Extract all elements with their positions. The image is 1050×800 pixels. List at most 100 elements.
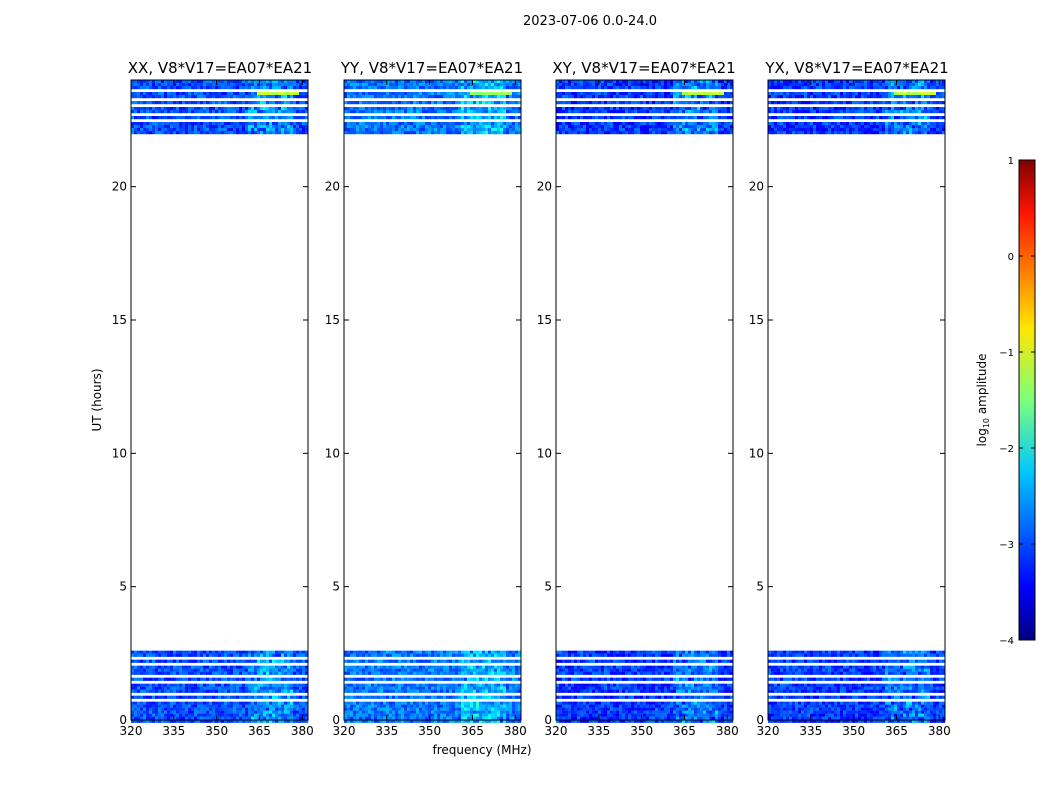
heatmap-cell	[245, 668, 249, 672]
heatmap-cell	[197, 122, 201, 126]
heatmap-cell	[616, 686, 620, 690]
heatmap-cell	[619, 710, 623, 714]
heatmap-cell	[359, 107, 363, 111]
heatmap-cell	[209, 80, 213, 84]
heatmap-cell	[724, 701, 728, 705]
x-tick-label: 380	[504, 724, 527, 738]
heatmap-cell	[616, 83, 620, 87]
heatmap-cell	[601, 710, 605, 714]
heatmap-cell	[371, 677, 375, 681]
heatmap-cell	[568, 704, 572, 708]
heatmap-cell	[134, 659, 138, 663]
heatmap-cell	[610, 695, 614, 699]
heatmap-cell	[721, 710, 725, 714]
heatmap-cell	[377, 122, 381, 126]
heatmap-cell	[682, 86, 686, 90]
heatmap-cell	[185, 713, 189, 717]
heatmap-cell	[248, 107, 252, 111]
heatmap-cell	[598, 677, 602, 681]
heatmap-cell	[182, 677, 186, 681]
heatmap-cell	[574, 80, 578, 84]
heatmap-cell	[670, 677, 674, 681]
heatmap-cell	[188, 131, 192, 135]
heatmap-cell	[239, 716, 243, 720]
heatmap-cell	[140, 101, 144, 105]
heatmap-cell	[604, 683, 608, 687]
heatmap-cell	[263, 95, 267, 99]
heatmap-cell	[275, 686, 279, 690]
heatmap-cell	[715, 689, 719, 693]
heatmap-cell	[592, 707, 596, 711]
heatmap-cell	[407, 131, 411, 135]
heatmap-cell	[419, 659, 423, 663]
heatmap-cell	[727, 704, 731, 708]
heatmap-cell	[182, 707, 186, 711]
heatmap-cell	[230, 677, 234, 681]
heatmap-cell	[188, 653, 192, 657]
heatmap-cell	[664, 713, 668, 717]
heatmap-cell	[482, 710, 486, 714]
heatmap-cell	[604, 701, 608, 705]
heatmap-cell	[694, 659, 698, 663]
heatmap-cell	[407, 707, 411, 711]
heatmap-cell	[149, 659, 153, 663]
heatmap-cell	[583, 650, 587, 654]
heatmap-cell	[191, 701, 195, 705]
heatmap-cell	[712, 719, 716, 723]
heatmap-cell	[419, 92, 423, 96]
heatmap-cell	[416, 80, 420, 84]
heatmap-cell	[440, 665, 444, 669]
x-tick-label: 335	[162, 724, 185, 738]
heatmap-cell	[512, 95, 516, 99]
heatmap-cell	[200, 719, 204, 723]
heatmap-cell	[251, 110, 255, 114]
heatmap-cell	[134, 80, 138, 84]
heatmap-cell	[482, 701, 486, 705]
heatmap-cell	[284, 128, 288, 132]
heatmap-cell	[269, 86, 273, 90]
heatmap-cell	[365, 125, 369, 129]
heatmap-cell	[380, 704, 384, 708]
heatmap-cell	[565, 704, 569, 708]
heatmap-cell	[344, 86, 348, 90]
heatmap-cell	[431, 689, 435, 693]
heatmap-cell	[302, 686, 306, 690]
heatmap-cell	[284, 695, 288, 699]
heatmap-cell	[425, 686, 429, 690]
heatmap-cell	[143, 650, 147, 654]
heatmap-cell	[224, 683, 228, 687]
heatmap-cell	[691, 707, 695, 711]
heatmap-cell	[595, 686, 599, 690]
heatmap-cell	[164, 101, 168, 105]
heatmap-cell	[688, 683, 692, 687]
heatmap-cell	[347, 659, 351, 663]
heatmap-cell	[134, 650, 138, 654]
heatmap-cell	[239, 719, 243, 723]
heatmap-cell	[290, 107, 294, 111]
heatmap-cell	[161, 710, 165, 714]
heatmap-cell	[404, 80, 408, 84]
heatmap-cell	[631, 719, 635, 723]
heatmap-cell	[275, 677, 279, 681]
heatmap-cell	[305, 701, 309, 705]
heatmap-cell	[155, 86, 159, 90]
heatmap-cell	[491, 128, 495, 132]
heatmap-cell	[634, 83, 638, 87]
heatmap-cell	[398, 683, 402, 687]
heatmap-cell	[679, 659, 683, 663]
heatmap-cell	[152, 659, 156, 663]
heatmap-cell	[721, 86, 725, 90]
heatmap-cell	[416, 710, 420, 714]
heatmap-cell	[398, 131, 402, 135]
heatmap-cell	[158, 689, 162, 693]
heatmap-cell	[470, 80, 474, 84]
heatmap-cell	[452, 701, 456, 705]
heatmap-cell	[236, 122, 240, 126]
heatmap-cell	[697, 689, 701, 693]
heatmap-cell	[712, 716, 716, 720]
heatmap-cell	[512, 707, 516, 711]
heatmap-cell	[661, 671, 665, 675]
heatmap-cell	[131, 107, 135, 111]
heatmap-cell	[245, 713, 249, 717]
heatmap-cell	[440, 683, 444, 687]
